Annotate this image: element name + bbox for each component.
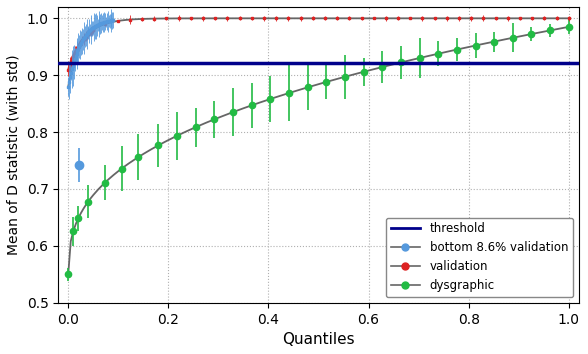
Y-axis label: Mean of D statistic (with std): Mean of D statistic (with std) [7, 55, 21, 255]
X-axis label: Quantiles: Quantiles [282, 332, 355, 347]
Legend: threshold, bottom 8.6% validation, validation, dysgraphic: threshold, bottom 8.6% validation, valid… [386, 218, 573, 297]
